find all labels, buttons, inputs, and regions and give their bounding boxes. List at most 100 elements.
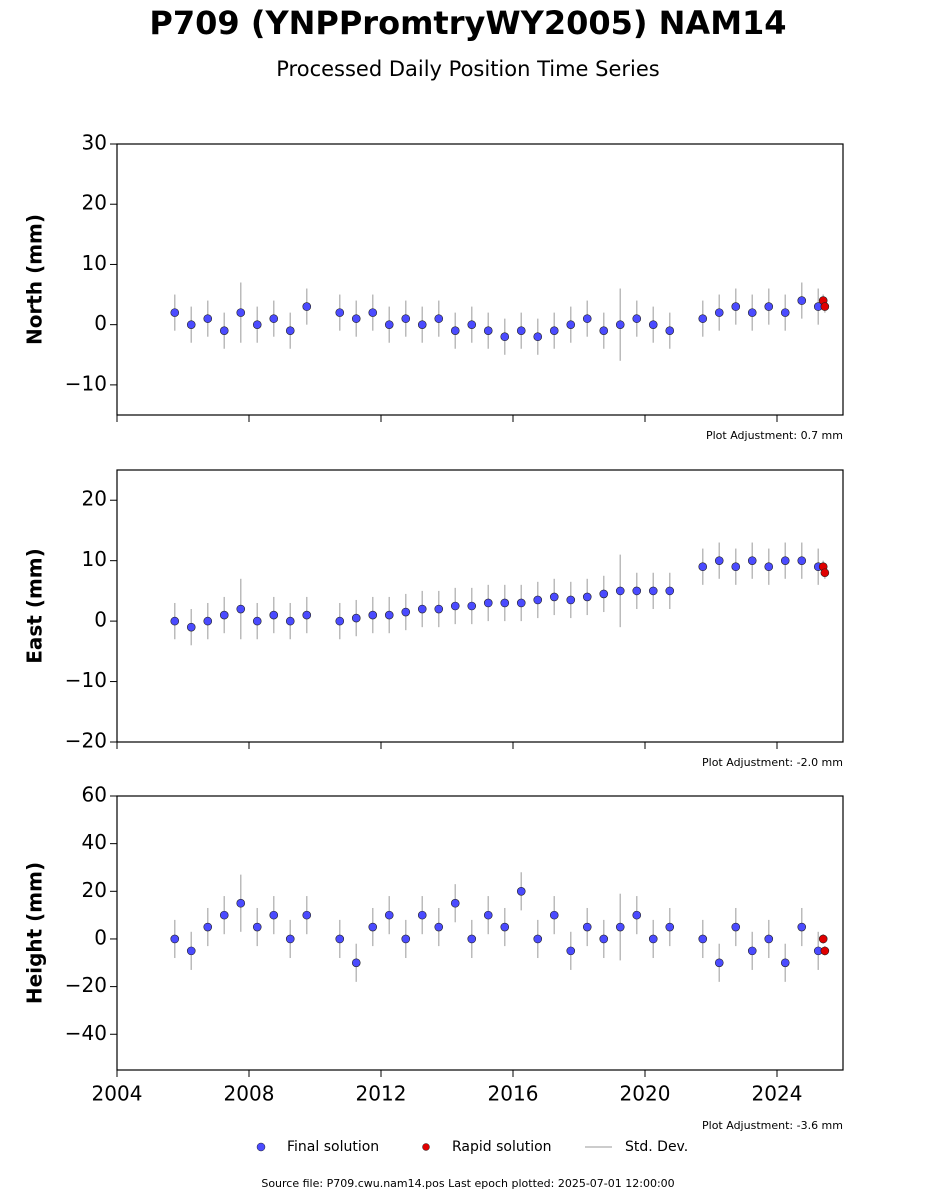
point [582,592,592,602]
point [714,958,724,968]
point [219,326,229,335]
x-tick-label: 2012 [356,1082,407,1106]
point [747,946,757,956]
point [820,568,830,578]
point [797,296,807,305]
point [615,922,625,932]
point [384,910,394,920]
point [582,314,592,323]
point [401,607,411,617]
annotation: Plot Adjustment: -3.6 mm [702,1119,843,1132]
point [820,302,830,311]
point [203,922,213,932]
point [302,610,312,620]
y-tick-label: 0 [94,925,107,949]
plot-frame [116,469,844,743]
point [450,898,460,908]
x-tick-label: 2008 [224,1082,275,1106]
legend-label: Final solution [287,1139,379,1155]
point [269,610,279,620]
y-tick-label: 10 [82,547,107,571]
point [500,922,510,932]
point [582,922,592,932]
point [632,586,642,596]
point [797,556,807,565]
point [186,320,196,329]
point [384,610,394,620]
y-tick-label: −20 [65,973,107,997]
point [368,308,378,317]
point [533,595,543,605]
point [780,308,790,317]
point [533,934,543,944]
point [434,604,444,614]
point [252,320,262,329]
point [351,958,361,968]
point [516,598,526,608]
point [549,910,559,920]
point [170,308,180,317]
plot-frame [116,143,844,416]
point [648,934,658,944]
point [714,308,724,317]
subtitle: Processed Daily Position Time Series [276,57,660,81]
point [780,556,790,565]
y-tick-label: 20 [82,191,107,215]
point [483,598,493,608]
point [417,910,427,920]
point [186,622,196,632]
point [698,314,708,323]
legend-label: Std. Dev. [625,1139,688,1155]
point [450,326,460,335]
point [434,922,444,932]
point [236,604,246,614]
point [566,320,576,329]
title: P709 (YNPPromtryWY2005) NAM14 [149,4,786,42]
y-tick-label: 0 [94,608,107,632]
point [368,610,378,620]
point [285,934,295,944]
y-tick-label: 0 [94,311,107,335]
point [516,887,526,896]
point [731,922,741,932]
point [599,934,609,944]
point [764,562,774,572]
y-tick-label: −10 [65,371,107,395]
point [549,592,559,602]
point [203,314,213,323]
point [203,616,213,626]
point [648,320,658,329]
point [335,308,345,317]
point [780,958,790,968]
point [599,589,609,599]
point [632,910,642,920]
y-tick-label: 20 [82,487,107,511]
point [731,302,741,311]
y-tick-label: 30 [82,131,107,155]
point [747,556,757,565]
point [269,314,279,323]
point [351,314,361,323]
point [714,556,724,565]
x-tick-label: 2004 [92,1082,143,1106]
point [615,586,625,596]
annotation: Plot Adjustment: -2.0 mm [702,756,843,769]
point [533,332,543,342]
point [236,308,246,317]
point [764,934,774,944]
point [170,934,180,944]
point [434,314,444,323]
point [665,922,675,932]
point [665,586,675,596]
point [384,320,394,329]
point [500,332,510,342]
point [549,326,559,335]
point [285,616,295,626]
point [665,326,675,335]
point [566,595,576,605]
point [285,326,295,335]
point [698,934,708,944]
point [467,934,477,944]
point [269,910,279,920]
